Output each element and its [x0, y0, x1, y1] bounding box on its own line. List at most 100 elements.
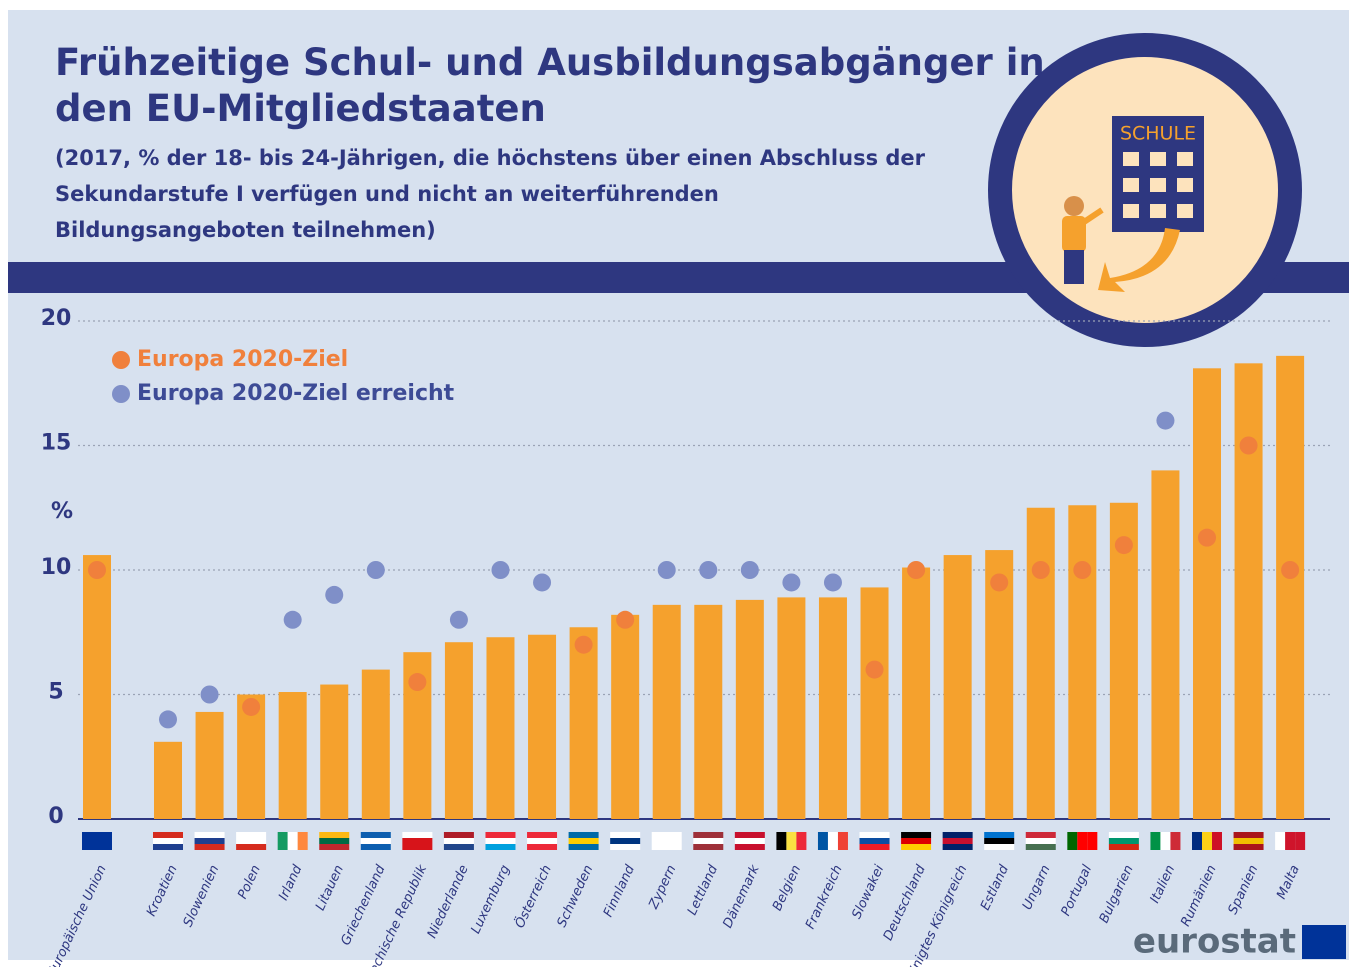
flag — [1285, 832, 1295, 850]
flag — [984, 844, 1014, 850]
flag — [444, 844, 474, 850]
person-body — [1062, 216, 1086, 252]
title-block: Frühzeitige Schul- und Ausbildungsabgäng… — [55, 40, 1055, 260]
flag — [402, 838, 432, 844]
bar — [279, 692, 307, 819]
flag — [1234, 844, 1264, 850]
flag — [485, 832, 515, 838]
legend-label: Europa 2020-Ziel erreicht — [137, 381, 455, 406]
bar — [570, 627, 598, 819]
bar — [1276, 356, 1304, 819]
y-axis-label: % — [51, 499, 73, 524]
flag — [82, 844, 112, 850]
target-dot — [824, 573, 842, 591]
bar — [944, 555, 972, 819]
flag — [693, 838, 723, 844]
flag — [319, 844, 349, 850]
chart-title: Frühzeitige Schul- und Ausbildungsabgäng… — [55, 40, 1045, 132]
flag — [610, 838, 640, 844]
bar — [196, 712, 224, 819]
logo: eurostat — [1133, 922, 1296, 962]
flag — [527, 844, 557, 850]
flag — [735, 838, 765, 844]
flag — [444, 838, 474, 844]
target-dot — [575, 636, 593, 654]
flag — [236, 838, 266, 844]
icon-label: SCHULE — [1120, 123, 1196, 145]
bar — [736, 600, 764, 819]
bar — [445, 642, 473, 819]
flag — [1087, 832, 1097, 850]
flag — [860, 832, 890, 838]
flag — [1275, 832, 1285, 850]
flag — [319, 832, 349, 838]
target-dot — [201, 686, 219, 704]
bar — [83, 555, 111, 819]
flag — [652, 832, 682, 838]
flag — [569, 844, 599, 850]
flag — [319, 838, 349, 844]
flag — [1202, 832, 1212, 850]
flag — [943, 832, 973, 838]
flag — [818, 832, 828, 850]
flag — [153, 832, 183, 838]
target-dot — [1240, 437, 1258, 455]
y-tick-label: 0 — [48, 804, 63, 829]
flag — [735, 844, 765, 850]
flag — [610, 832, 640, 838]
flag — [776, 832, 786, 850]
legend-marker — [112, 351, 130, 369]
flag — [901, 838, 931, 844]
flag — [652, 844, 682, 850]
bar — [486, 637, 514, 819]
flag — [1026, 832, 1056, 838]
flag — [1109, 832, 1139, 838]
target-dot — [907, 561, 925, 579]
flag — [82, 838, 112, 844]
target-dot — [1156, 412, 1174, 430]
flag — [1160, 832, 1170, 850]
flag — [236, 832, 266, 838]
legend-marker — [112, 385, 130, 403]
target-dot — [1198, 529, 1216, 547]
target-dot — [491, 561, 509, 579]
target-dot — [325, 586, 343, 604]
target-dot — [367, 561, 385, 579]
flag — [153, 844, 183, 850]
flag — [361, 838, 391, 844]
flag — [569, 838, 599, 844]
flag — [195, 838, 225, 844]
flag — [652, 838, 682, 844]
flag — [82, 832, 112, 838]
flag — [943, 844, 973, 850]
flag — [569, 832, 599, 838]
target-dot — [990, 573, 1008, 591]
bar — [902, 568, 930, 819]
flag — [402, 844, 432, 850]
bar — [154, 742, 182, 819]
y-tick-label: 10 — [41, 555, 72, 580]
bar — [861, 587, 889, 819]
flag — [485, 838, 515, 844]
flag — [1067, 832, 1077, 850]
flag — [1026, 844, 1056, 850]
bar — [1027, 508, 1055, 819]
target-dot — [866, 661, 884, 679]
chart: SCHULE Frühzeitige Schul- und Ausbildung… — [0, 0, 1357, 967]
bar — [611, 615, 639, 819]
flag — [1234, 832, 1264, 838]
flag — [402, 832, 432, 838]
flag — [610, 844, 640, 850]
bar — [819, 597, 847, 819]
target-dot — [408, 673, 426, 691]
bar — [1193, 368, 1221, 819]
target-dot — [741, 561, 759, 579]
bar — [528, 635, 556, 819]
flag — [901, 844, 931, 850]
flag — [278, 832, 288, 850]
flag — [901, 832, 931, 838]
target-dot — [284, 611, 302, 629]
y-tick-label: 5 — [48, 680, 63, 705]
flag — [1109, 844, 1139, 850]
bar — [362, 670, 390, 819]
